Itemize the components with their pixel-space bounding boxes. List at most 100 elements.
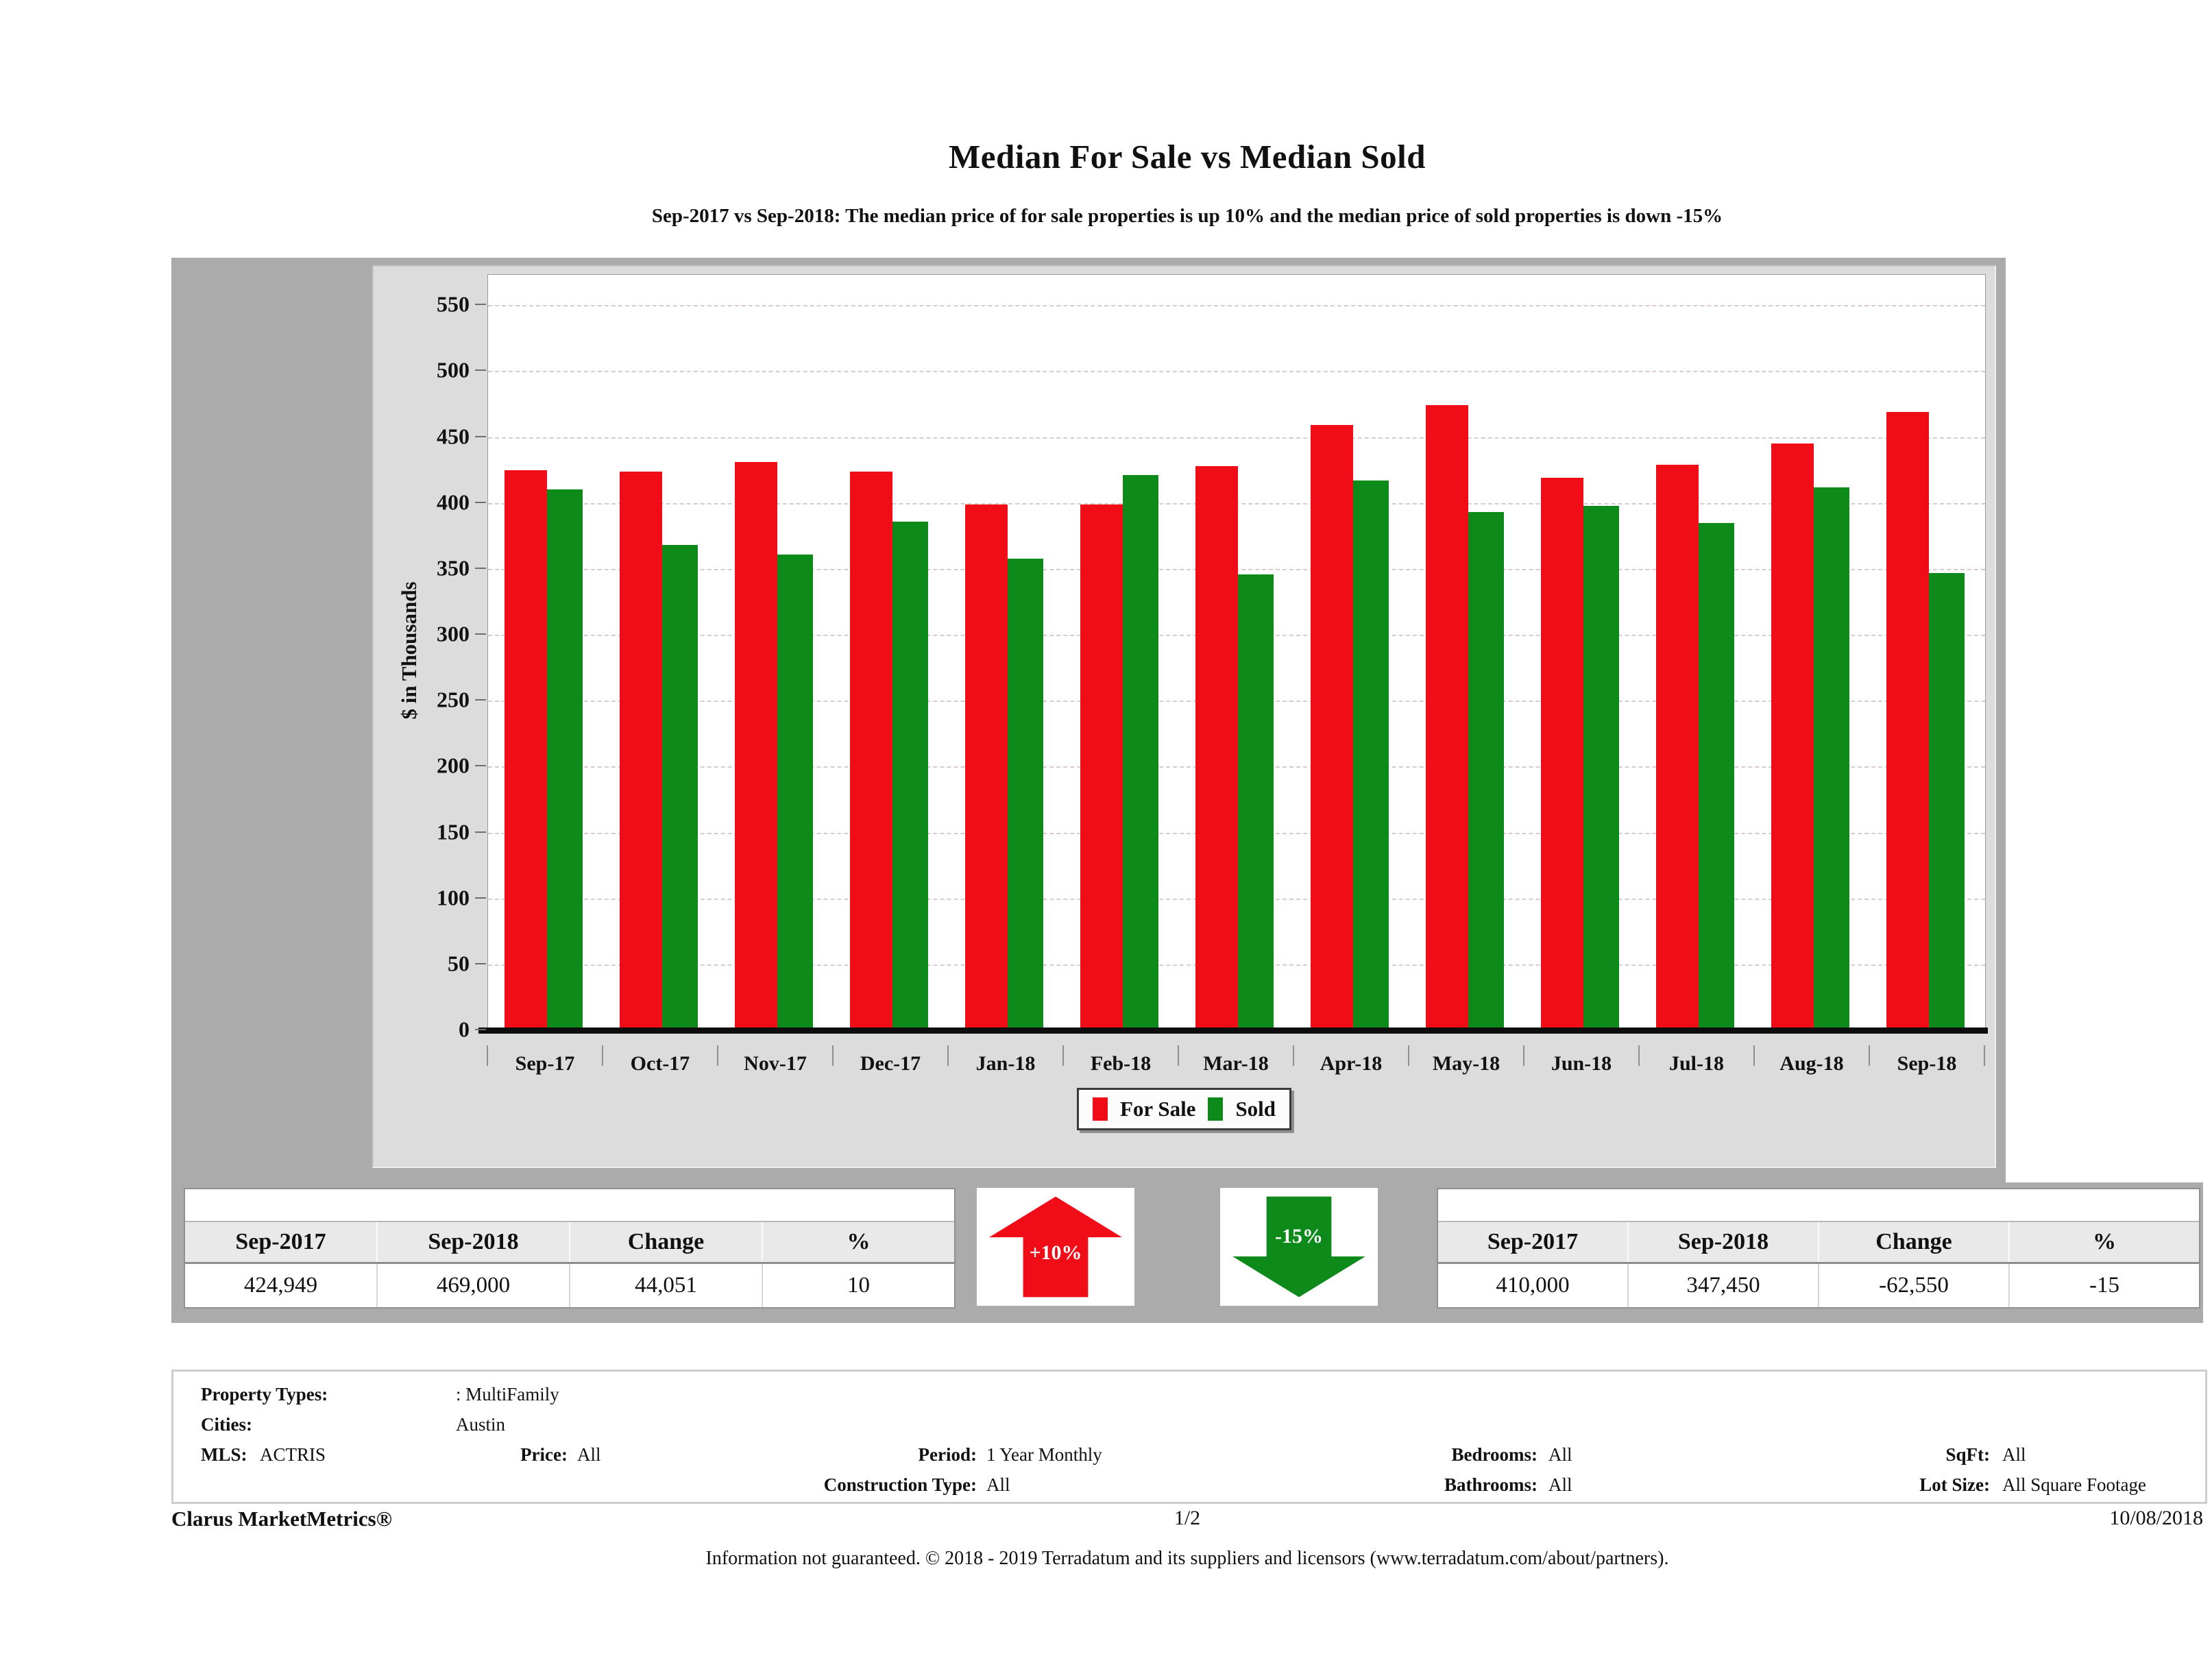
x-tick-label: Nov-17 [744, 1052, 807, 1075]
for-sale-summary-table: Sep-2017 Sep-2018 Change % 424,949 469,0… [184, 1188, 956, 1309]
y-tick-label: 400 [437, 489, 470, 515]
footer-page-number: 1/2 [1174, 1507, 1201, 1529]
bar-sold-Feb-18 [1122, 475, 1158, 1030]
col-header: Sep-2017 [235, 1229, 326, 1254]
bedrooms-label: Bedrooms: [1451, 1444, 1538, 1465]
chart-legend: For Sale Sold [374, 1088, 1995, 1130]
sold-summary-table: Sep-2017 Sep-2018 Change % 410,000 347,4… [1437, 1188, 2200, 1309]
table-cell: -15 [2008, 1264, 2199, 1307]
bar-for-sale-Jun-18 [1540, 478, 1583, 1030]
down-arrow-icon [1232, 1196, 1365, 1298]
bar-for-sale-Apr-18 [1310, 425, 1353, 1030]
bar-sold-Sep-17 [546, 489, 583, 1030]
table-value-row: 424,949 469,000 44,051 10 [185, 1264, 954, 1307]
construction-label: Construction Type: [823, 1474, 977, 1495]
bar-for-sale-Jul-18 [1655, 464, 1699, 1030]
price-row: Price: All [489, 1444, 601, 1466]
x-tick [1984, 1045, 1985, 1066]
x-tick [1869, 1045, 1870, 1066]
period-row: Period: 1 Year Monthly [763, 1444, 1102, 1466]
x-tick-label: Sep-18 [1897, 1052, 1957, 1075]
x-tick [832, 1045, 834, 1066]
month-slot [1294, 275, 1409, 1030]
table-header-row: Sep-2017 Sep-2018 Change % [1438, 1222, 2199, 1264]
col-header: Sep-2017 [1487, 1229, 1579, 1254]
table-value-row: 410,000 347,450 -62,550 -15 [1438, 1264, 2199, 1307]
table-header-row: Sep-2017 Sep-2018 Change % [185, 1222, 954, 1264]
legend-label-for-sale: For Sale [1119, 1097, 1196, 1121]
x-axis-labels: Sep-17 Oct-17 Nov-17 Dec-17 Jan-18 Feb-18 Mar-… [487, 1048, 1984, 1080]
x-tick [1638, 1045, 1640, 1066]
property-types-row: Property Types:: MultiFamily [201, 1384, 559, 1405]
y-tick [475, 369, 486, 372]
bar-for-sale-Dec-17 [849, 471, 892, 1030]
construction-row: Construction Type: All [763, 1474, 1010, 1496]
x-tick [1408, 1045, 1409, 1066]
col-header: Change [1818, 1222, 2008, 1262]
period-label: Period: [918, 1444, 977, 1465]
chart-panel: $ in Thousands Sep-17 Oct-17 Nov-17 Dec-17 J… [372, 265, 1996, 1168]
down-arrow-tile: -15% [1220, 1188, 1378, 1306]
y-tick-label: 50 [448, 951, 470, 976]
x-tick-label: Jan-18 [975, 1052, 1036, 1075]
mls-value: ACTRIS [260, 1444, 326, 1465]
up-arrow-label: +10% [1029, 1241, 1082, 1264]
col-header: % [762, 1222, 954, 1262]
month-slot [1640, 275, 1755, 1030]
filters-panel: Property Types:: MultiFamily Cities: Aust… [171, 1370, 2207, 1504]
sqft-label: SqFt: [1945, 1444, 1990, 1465]
month-slot [1870, 275, 1985, 1030]
bar-for-sale-Oct-17 [619, 471, 662, 1030]
y-tick [475, 1029, 486, 1030]
bar-sold-Sep-18 [1928, 572, 1965, 1030]
chart-background: $ in Thousands Sep-17 Oct-17 Nov-17 Dec-17 J… [171, 258, 2006, 1184]
down-arrow-label: -15% [1275, 1225, 1323, 1248]
sqft-row: SqFt: All [1771, 1444, 2026, 1466]
y-tick [475, 435, 486, 437]
month-slot [1409, 275, 1524, 1030]
y-tick-label: 450 [437, 424, 470, 449]
bar-sold-Mar-18 [1237, 574, 1274, 1030]
bar-series [488, 275, 1985, 1030]
y-tick [475, 831, 486, 833]
bar-for-sale-Jan-18 [964, 504, 1008, 1030]
for-sale-swatch-icon [1092, 1097, 1108, 1121]
bar-for-sale-Aug-18 [1771, 443, 1814, 1030]
month-slot [718, 275, 834, 1030]
y-tick-label: 250 [437, 687, 470, 712]
bar-for-sale-Sep-18 [1886, 412, 1929, 1030]
page-subtitle: Sep-2017 vs Sep-2018: The median price o… [651, 205, 1723, 227]
x-tick-label: Mar-18 [1203, 1052, 1269, 1075]
bar-sold-Aug-18 [1813, 487, 1849, 1030]
bar-sold-Nov-17 [777, 554, 813, 1030]
y-tick-label: 550 [437, 291, 470, 317]
table-cell: 410,000 [1496, 1273, 1570, 1298]
bar-for-sale-May-18 [1425, 405, 1468, 1030]
x-tick-label: Sep-17 [515, 1052, 575, 1075]
x-tick [487, 1045, 488, 1066]
gridline [488, 371, 1985, 373]
gridline [488, 305, 1985, 307]
page-title: Median For Sale vs Median Sold [948, 138, 1426, 175]
bar-sold-May-18 [1468, 512, 1504, 1030]
x-tick [717, 1045, 718, 1066]
cities-value: Austin [456, 1414, 506, 1435]
month-slot [488, 275, 603, 1030]
x-tick [602, 1045, 603, 1066]
y-tick [475, 567, 486, 569]
x-tick [1062, 1045, 1064, 1066]
month-slot [949, 275, 1064, 1030]
legend-box: For Sale Sold [1076, 1088, 1292, 1130]
lot-size-value: All Square Footage [2002, 1474, 2146, 1495]
price-value: All [577, 1444, 601, 1465]
y-tick-label: 100 [437, 885, 470, 910]
table-cell: 347,450 [1627, 1264, 1818, 1307]
y-tick [475, 765, 486, 767]
month-slot [1755, 275, 1870, 1030]
x-tick-label: Oct-17 [630, 1052, 690, 1075]
x-tick-label: May-18 [1432, 1052, 1500, 1075]
y-tick-label: 350 [437, 555, 470, 581]
bar-sold-Jan-18 [1007, 558, 1043, 1030]
construction-value: All [986, 1474, 1010, 1495]
col-header: Sep-2018 [1627, 1222, 1818, 1262]
